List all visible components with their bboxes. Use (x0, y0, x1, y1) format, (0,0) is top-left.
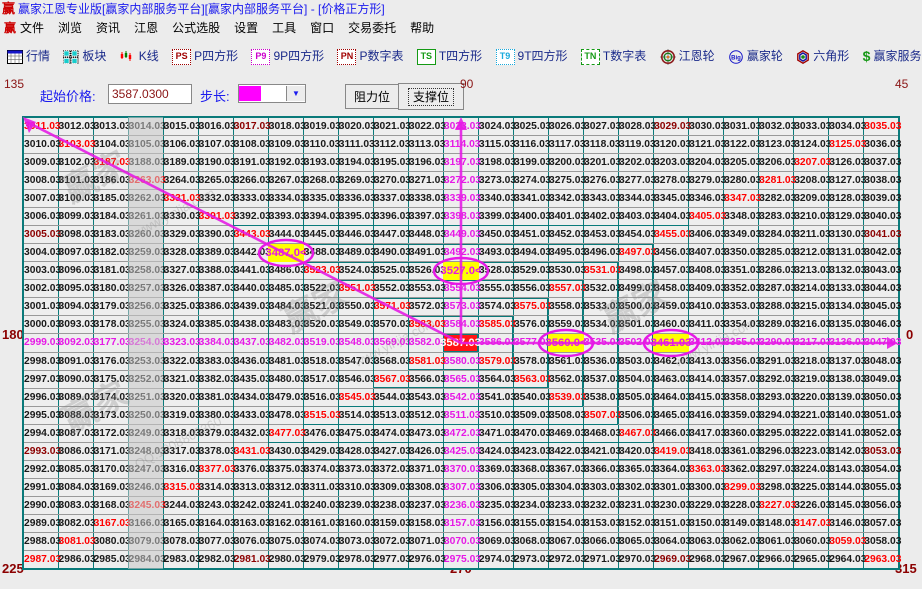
svg-text:Big: Big (731, 55, 741, 61)
